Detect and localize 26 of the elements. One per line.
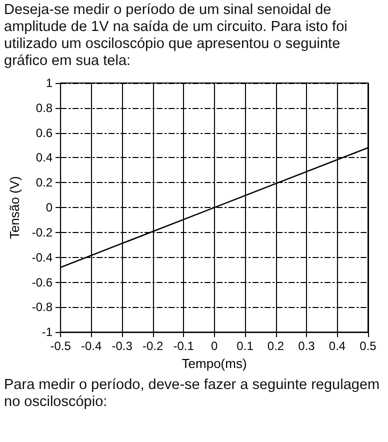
chart-title: Deseja-se medir o período de um sinal senoidal de amplitude de 1V na saída de um circuito. Para isto foi utilizado um osciloscópio que apresentou o seguinte gráfico em sua tela: [4, 2, 348, 70]
x-tick-label: 0.2 [267, 339, 284, 354]
x-tick-label: 0.5 [360, 339, 377, 354]
x-tick-label: -0.3 [112, 339, 133, 354]
y-tick-label: -0.8 [32, 300, 53, 314]
x-tick-label: 0.4 [328, 339, 346, 354]
x-tick-label: -0.5 [50, 339, 72, 354]
x-tick-label: -0.2 [142, 339, 164, 354]
y-tick-label: 0 [46, 200, 53, 215]
y-tick-label: 0.6 [36, 126, 53, 140]
x-axis-title: Tempo(ms) [182, 356, 247, 371]
y-tick-label: 0.8 [36, 100, 53, 115]
y-tick-label: 0.4 [36, 150, 53, 165]
x-tick-label: 0.3 [298, 339, 316, 354]
text: Para medir o período, deve-se fazer a seguinte regulagem no osciloscópio: [4, 377, 381, 411]
x-tick-label: 0 [210, 339, 218, 354]
y-tick-label: -1 [42, 325, 53, 340]
y-axis-title: Tensão (V) [7, 176, 22, 239]
y-tick-label: 1 [46, 76, 53, 90]
x-tick-label: 0.1 [236, 339, 254, 354]
x-tick-label: -0.1 [173, 339, 194, 354]
y-tick-label: -0.6 [32, 275, 53, 290]
y-tick-label: 0.2 [36, 176, 53, 190]
y-tick-label: -0.4 [32, 250, 53, 264]
x-tick-label: -0.4 [80, 339, 102, 354]
y-tick-label: -0.2 [32, 225, 53, 240]
